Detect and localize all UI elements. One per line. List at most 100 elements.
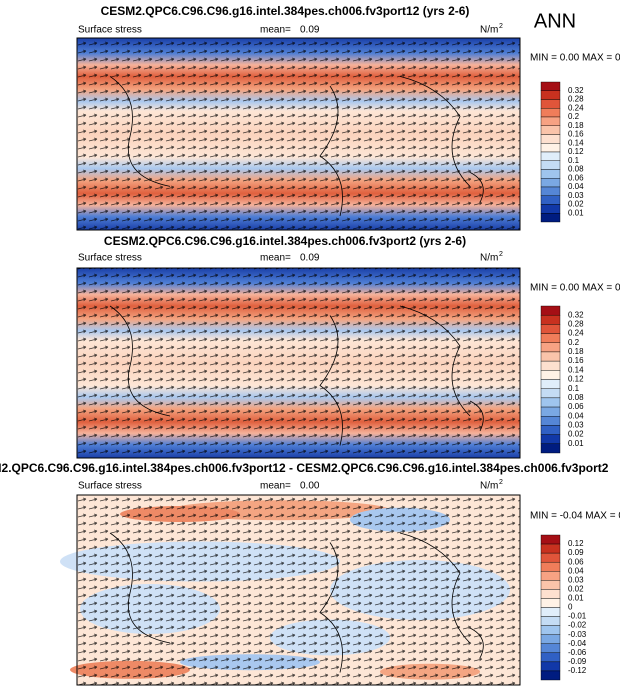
colorbar-cell [540, 661, 561, 672]
colorbar-label: 0.03 [568, 575, 584, 584]
colorbar-label: 0.28 [568, 319, 584, 328]
colorbar-cell [540, 169, 561, 179]
coastlines [109, 76, 484, 217]
colorbar-cell [540, 561, 561, 572]
colorbar-cell [540, 351, 561, 362]
colorbar-cell [540, 397, 561, 408]
colorbar-label: 0.03 [568, 191, 584, 200]
min-max: MIN = -0.04 MAX = 0.04 [530, 511, 620, 522]
colorbar-cell [540, 634, 561, 644]
vector-field [77, 38, 520, 230]
colorbar-cell [540, 81, 561, 91]
mean-label: mean= [260, 253, 291, 264]
colorbar-label: 0.24 [568, 103, 584, 112]
colorbar-cell [540, 186, 561, 196]
units-exponent: 2 [499, 479, 503, 486]
mean-value: 0.09 [300, 25, 320, 36]
colorbar-label: 0.02 [568, 584, 584, 593]
colorbar-label: 0 [568, 603, 573, 612]
colorbar-cell [540, 195, 561, 205]
colorbar-label: 0.2 [568, 112, 580, 121]
colorbar-label: 0.12 [568, 539, 584, 548]
panel-title: CESM2.QPC6.C96.C96.g16.intel.384pes.ch00… [104, 234, 466, 248]
colorbar-label: 0.14 [568, 138, 584, 147]
colorbar-label: 0.06 [568, 557, 584, 566]
coastlines [109, 532, 484, 673]
colorbar-label: 0.1 [568, 156, 580, 165]
colorbar-label: 0.01 [568, 439, 584, 448]
colorbar-cell [540, 571, 561, 581]
variable-label: Surface stress [78, 253, 142, 264]
colorbar-label: 0.01 [568, 208, 584, 217]
colorbar-label: 0.04 [568, 182, 584, 191]
colorbar-cell [540, 607, 561, 617]
colorbar-cell [540, 213, 561, 223]
map-frame [76, 37, 521, 231]
colorbar-cell [540, 670, 561, 681]
units-exponent: 2 [499, 251, 503, 258]
colorbar-cell [540, 134, 561, 144]
colorbar-cell [540, 204, 561, 214]
colorbar-cell [540, 552, 561, 563]
colorbar-cell [540, 643, 561, 654]
colorbar-cell [540, 324, 561, 334]
colorbar-cell [540, 580, 561, 590]
units: N/m [480, 481, 498, 492]
colorbar-label: 0.01 [568, 594, 584, 603]
colorbar-label: 0.14 [568, 365, 584, 374]
map-frame [76, 267, 521, 459]
colorbar-cell [540, 108, 561, 118]
colorbar-cell [540, 90, 561, 100]
units-exponent: 2 [499, 23, 503, 30]
colorbar-label: 0.16 [568, 356, 584, 365]
colorbar-cell [540, 178, 561, 188]
colorbar-label: 0.03 [568, 421, 584, 430]
colorbar-cell [540, 333, 561, 343]
colorbar-cell [540, 543, 561, 554]
colorbar-label: 0.04 [568, 411, 584, 420]
colorbar-label: -0.01 [568, 612, 587, 621]
colorbar-cell [540, 314, 561, 325]
mean-label: mean= [260, 481, 291, 492]
colorbar-label: 0.02 [568, 430, 584, 439]
colorbar-cell [540, 143, 561, 153]
units: N/m [480, 253, 498, 264]
panel-title: M2.QPC6.C96.C96.g16.intel.384pes.ch006.f… [0, 461, 609, 475]
colorbar-cell [540, 443, 561, 454]
variable-label: Surface stress [78, 481, 142, 492]
colorbar-cell [540, 342, 561, 353]
colorbar-label: -0.06 [568, 648, 587, 657]
map-frame [76, 494, 521, 686]
colorbar-label: 0.12 [568, 147, 584, 156]
colorbar-label: 0.28 [568, 95, 584, 104]
colorbar-cell [540, 652, 561, 663]
mean-value: 0.00 [300, 481, 320, 492]
colorbar-label: 0.08 [568, 393, 584, 402]
colorbar-cell [540, 425, 561, 435]
colorbar-label: 0.32 [568, 86, 584, 95]
colorbar-label: 0.02 [568, 200, 584, 209]
colorbar-cell [540, 589, 561, 599]
vector-field [77, 495, 520, 685]
colorbar-label: 0.08 [568, 165, 584, 174]
colorbar-cell [540, 125, 561, 135]
colorbar-label: 0.09 [568, 548, 584, 557]
colorbar-label: 0.1 [568, 384, 580, 393]
colorbar-label: -0.09 [568, 657, 587, 666]
colorbar-cell [540, 406, 561, 417]
season-label: ANN [534, 10, 576, 32]
colorbar-cell [540, 416, 561, 426]
colorbar-label: 0.06 [568, 173, 584, 182]
variable-label: Surface stress [78, 25, 142, 36]
colorbar-cell [540, 434, 561, 445]
colorbar-label: 0.12 [568, 375, 584, 384]
colorbar-label: 0.24 [568, 329, 584, 338]
colorbar-cell [540, 160, 561, 170]
mean-label: mean= [260, 25, 291, 36]
colorbar-cell [540, 99, 561, 109]
colorbar-label: 0.16 [568, 130, 584, 139]
colorbar-label: 0.04 [568, 566, 584, 575]
colorbar-cell [540, 616, 561, 626]
